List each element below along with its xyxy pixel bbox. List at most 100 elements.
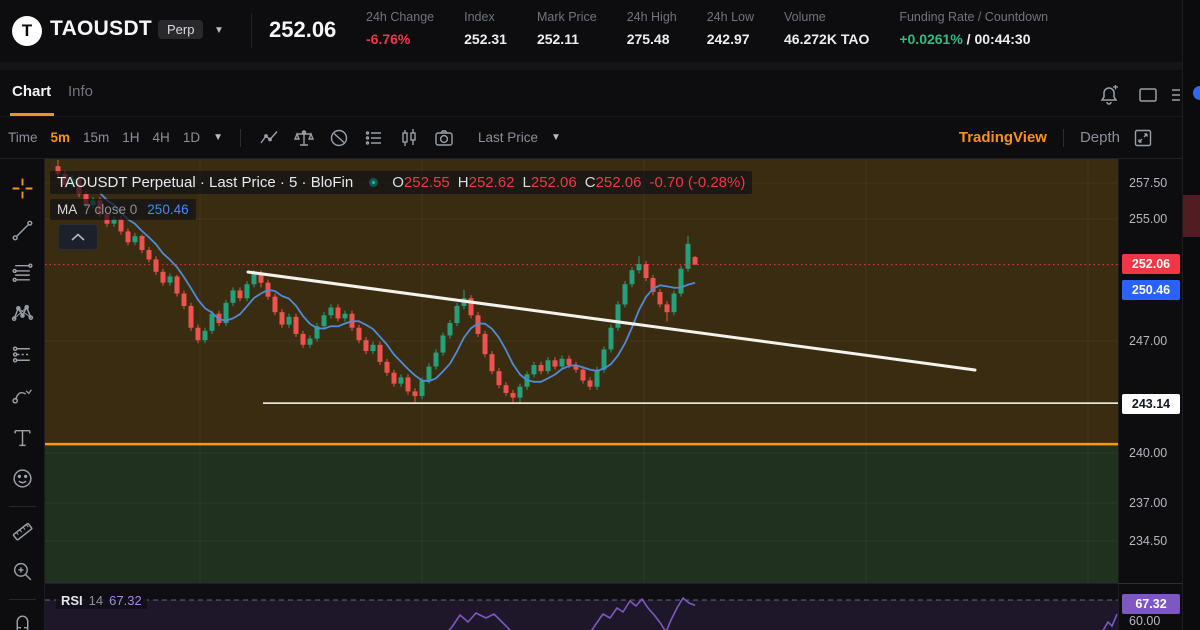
ohlc-low-label: L	[522, 174, 531, 191]
last-price: 252.06	[269, 17, 337, 42]
divider	[9, 599, 36, 600]
price-axis-scale[interactable]: 257.50 255.00 247.00 240.00 237.00 234.50 60.0…	[1118, 159, 1182, 630]
price-axis-label: 237.00	[1129, 496, 1168, 510]
symbol-dropdown-icon[interactable]: ▼	[214, 25, 224, 36]
chart-legend: TAOUSDT Perpetual · Last Price · 5 · Blo…	[50, 171, 753, 194]
rsi-label: RSI	[61, 593, 83, 608]
market-type-badge: Perp	[158, 20, 204, 39]
header-stat: 24h High 275.48	[626, 10, 677, 47]
time-label: Time	[8, 130, 38, 145]
ohlc-close-label: C	[584, 174, 596, 191]
header-stat: 24h Low 242.97	[706, 10, 754, 47]
header-stats: 24h Change -6.76% Index 252.31 Mark Price 252…	[366, 10, 1048, 47]
ma-params: 7 close 0	[83, 202, 138, 217]
top-bar: T TAOUSDT Perp ▼ 252.06 24h Change -6.76%…	[0, 0, 1200, 62]
camera-snapshot-icon[interactable]	[433, 127, 455, 149]
price-badge-red: 252.06	[1122, 254, 1180, 274]
price-axis-label: 234.50	[1129, 534, 1168, 548]
crosshair-tool[interactable]	[11, 177, 34, 200]
rsi-period: 14	[88, 593, 104, 608]
indicators-list-icon[interactable]	[363, 127, 385, 149]
interval-1H[interactable]: 1H	[122, 130, 140, 145]
chart-tabs-bar: Chart Info	[0, 70, 1200, 117]
market-status-dot-icon	[369, 178, 379, 187]
tradingview-link[interactable]: TradingView	[958, 129, 1047, 146]
header-stat: Index 252.31	[464, 10, 507, 47]
rsi-legend: RSI 14 67.32	[56, 592, 147, 609]
candle-style-icon[interactable]	[398, 127, 420, 149]
interval-group: 5m 15m 1H 4H 1D	[51, 130, 201, 145]
header-stat: Funding Rate / Countdown +0.0261% / 00:44…	[899, 10, 1049, 47]
price-alert-bell-icon[interactable]	[1098, 84, 1120, 106]
divider	[251, 14, 252, 48]
tab-chart[interactable]: Chart	[12, 83, 52, 100]
ohlc-high-label: H	[457, 174, 469, 191]
emoji-tool[interactable]	[11, 467, 34, 490]
price-chart-canvas[interactable]	[45, 159, 1118, 630]
price-badge-white: 243.14	[1122, 394, 1180, 414]
ohlc-low-value: 252.06	[530, 174, 577, 191]
interval-dropdown-icon[interactable]: ▼	[213, 132, 223, 143]
fib-retracement-tool[interactable]	[11, 261, 34, 284]
tab-info[interactable]: Info	[68, 83, 94, 100]
header-stat: 24h Change -6.76%	[366, 10, 435, 47]
drawing-tools-sidebar	[0, 159, 45, 630]
price-axis-label: 255.00	[1129, 212, 1168, 226]
long-position-tool[interactable]	[11, 343, 34, 366]
menu-icon[interactable]	[1164, 84, 1186, 106]
zoom-in-tool[interactable]	[11, 560, 34, 583]
ma-label: MA	[57, 202, 78, 217]
legend-title: TAOUSDT Perpetual · Last Price · 5 · Blo…	[57, 174, 354, 191]
token-logo-icon: T	[12, 16, 42, 46]
legend-collapse-button[interactable]	[58, 224, 98, 250]
xabcd-pattern-tool[interactable]	[11, 302, 34, 325]
window-layout-icon[interactable]	[1137, 84, 1159, 106]
price-source-select[interactable]: Last Price	[477, 130, 539, 145]
price-axis-label: 240.00	[1129, 446, 1168, 460]
expand-fullscreen-icon[interactable]	[1132, 127, 1154, 149]
interval-1D[interactable]: 1D	[182, 130, 201, 145]
ohlc-close-value: 252.06	[595, 174, 642, 191]
chart-toolbar: Time 5m 15m 1H 4H 1D ▼ Last Price ▼ TradingV…	[0, 117, 1200, 159]
compare-scale-icon[interactable]	[293, 127, 315, 149]
trendline	[246, 270, 977, 372]
pane-separator	[1118, 583, 1200, 584]
ohlc-high-value: 252.62	[468, 174, 515, 191]
header-stat: Mark Price 252.11	[536, 10, 597, 47]
ma-value: 250.46	[147, 202, 189, 217]
text-tool[interactable]	[11, 426, 34, 449]
brush-tool[interactable]	[11, 384, 34, 407]
divider	[239, 128, 241, 147]
price-source-caret-icon[interactable]: ▼	[551, 132, 561, 143]
header-stat: Volume 46.272K TAO	[784, 10, 870, 47]
ma-legend: MA 7 close 0 250.46	[50, 199, 196, 220]
prohibit-circle-icon[interactable]	[328, 127, 350, 149]
symbol-name[interactable]: TAOUSDT	[50, 17, 153, 40]
trend-line-tool[interactable]	[11, 219, 34, 242]
rsi-value: 67.32	[109, 593, 142, 608]
price-badge-blue: 250.46	[1122, 280, 1180, 300]
divider	[9, 506, 36, 507]
ma-line	[99, 192, 696, 383]
ohlc-open-label: O	[392, 174, 404, 191]
price-axis-label: 257.50	[1129, 176, 1168, 190]
ohlc-change-value: -0.70 (-0.28%)	[649, 174, 746, 191]
rsi-line	[448, 597, 696, 630]
magnet-tool[interactable]	[11, 612, 34, 630]
price-axis-label: 247.00	[1129, 334, 1168, 348]
price-badge-purple: 67.32	[1122, 594, 1180, 614]
interval-5m[interactable]: 5m	[50, 130, 71, 145]
line-chart-style-icon[interactable]	[258, 127, 280, 149]
active-tab-underline	[10, 113, 54, 116]
ruler-measure-tool[interactable]	[11, 520, 34, 543]
divider	[1062, 128, 1064, 147]
rsi-line-tail	[1102, 613, 1118, 630]
interval-15m[interactable]: 15m	[83, 130, 110, 145]
right-edge-panel	[1182, 0, 1200, 630]
depth-toggle[interactable]: Depth	[1079, 129, 1120, 146]
support-bubble-icon[interactable]	[1193, 86, 1200, 100]
right-edge-red-block	[1183, 195, 1200, 237]
interval-4H[interactable]: 4H	[152, 130, 170, 145]
ohlc-open-value: 252.55	[403, 174, 450, 191]
